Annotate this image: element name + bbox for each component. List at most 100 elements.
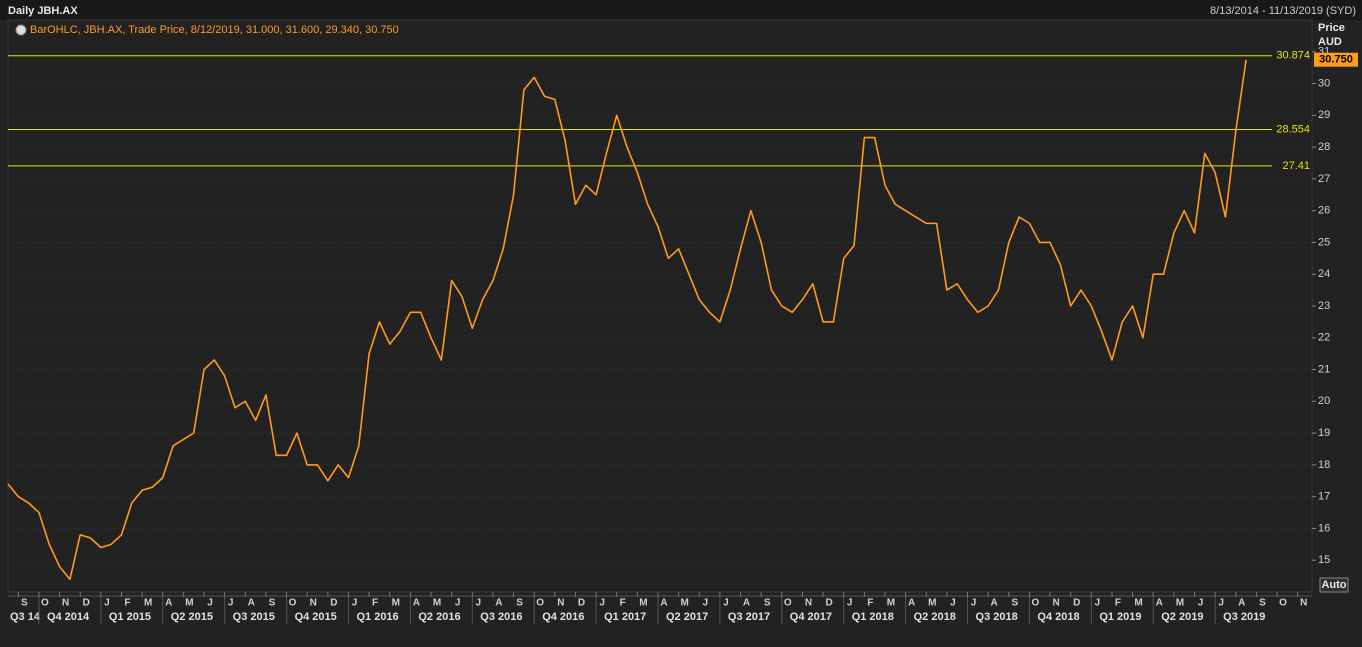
- header-bar: [0, 0, 1362, 20]
- legend-entry: BarOHLC, JBH.AX, Trade Price, 8/12/2019,…: [30, 24, 399, 36]
- x-tick-label: N: [62, 598, 69, 609]
- x-tick-label: N: [1052, 598, 1059, 609]
- x-tick-label: J: [352, 598, 358, 609]
- x-tick-label: D: [83, 598, 90, 609]
- plot: 30.874 28.554 27.41: [7, 49, 1312, 581]
- x-tick-label: A: [743, 598, 750, 609]
- y-axis-label: AUD: [1318, 36, 1342, 48]
- reference-label: 28.554: [1276, 123, 1310, 135]
- x-tick-label: A: [1238, 598, 1245, 609]
- auto-button-label[interactable]: Auto: [1321, 579, 1346, 591]
- quarter-label: Q4 2014: [47, 611, 90, 623]
- y-tick-label: 23: [1318, 300, 1330, 312]
- legend-icon: [15, 24, 27, 36]
- x-tick-label: F: [1115, 598, 1121, 609]
- x-tick-label: M: [433, 598, 441, 609]
- last-price-label: 30.750: [1319, 54, 1353, 66]
- quarter-label: Q4 2017: [790, 611, 832, 623]
- x-tick-label: F: [620, 598, 626, 609]
- quarter-label: Q2 2016: [418, 611, 460, 623]
- quarter-label: Q1 2017: [604, 611, 646, 623]
- x-tick-label: J: [104, 598, 110, 609]
- x-tick-label: N: [1300, 598, 1307, 609]
- y-tick-label: 18: [1318, 459, 1330, 471]
- last-price-box: [1314, 52, 1358, 67]
- y-tick-label: 21: [1318, 363, 1330, 375]
- quarter-label: Q3 2018: [976, 611, 1018, 623]
- x-tick-label: M: [887, 598, 895, 609]
- x-tick-label: D: [330, 598, 337, 609]
- x-tick-label: M: [928, 598, 936, 609]
- x-tick-label: J: [1095, 598, 1101, 609]
- x-tick-label: J: [723, 598, 729, 609]
- x-tick-label: O: [1032, 598, 1040, 609]
- y-tick-label: 26: [1318, 205, 1330, 217]
- x-tick-label: O: [41, 598, 49, 609]
- quarter-label: Q2 2019: [1161, 611, 1203, 623]
- x-tick-label: M: [1176, 598, 1184, 609]
- x-tick-label: O: [1279, 598, 1287, 609]
- x-tick-label: J: [207, 598, 213, 609]
- x-tick-label: A: [908, 598, 915, 609]
- quarter-label: Q3 2017: [728, 611, 770, 623]
- x-tick-label: O: [784, 598, 792, 609]
- y-tick-label: 19: [1318, 427, 1330, 439]
- reference-label: 27.41: [1282, 160, 1310, 172]
- x-tick-label: A: [991, 598, 998, 609]
- reference-label-bg: [1272, 49, 1312, 62]
- x-tick-label: D: [578, 598, 585, 609]
- x-tick-label: D: [1073, 598, 1080, 609]
- x-tick-label: A: [165, 598, 172, 609]
- x-tick-label: J: [228, 598, 234, 609]
- x-tick-label: J: [599, 598, 605, 609]
- x-tick-label: S: [269, 598, 276, 609]
- quarter-label: Q2 2015: [171, 611, 213, 623]
- x-tick-label: M: [1134, 598, 1142, 609]
- price-line: [7, 59, 1247, 581]
- x-tick-label: J: [950, 598, 956, 609]
- x-tick-label: J: [455, 598, 461, 609]
- x-tick-label: J: [847, 598, 853, 609]
- y-tick-label: 20: [1318, 395, 1330, 407]
- x-tick-label: S: [764, 598, 771, 609]
- x-tick-label: N: [557, 598, 564, 609]
- x-tick-label: M: [392, 598, 400, 609]
- y-tick-label: 28: [1318, 141, 1330, 153]
- x-tick-label: M: [680, 598, 688, 609]
- x-tick-label: S: [1011, 598, 1018, 609]
- x-tick-label: S: [21, 598, 28, 609]
- grid: [8, 51, 1312, 561]
- x-tick-label: J: [702, 598, 708, 609]
- reference-label-bg: [1272, 159, 1312, 172]
- x-tick-label: N: [310, 598, 317, 609]
- y-tick-label: 29: [1318, 109, 1330, 121]
- y-axis-label: Price: [1318, 22, 1345, 34]
- x-tick-label: J: [1198, 598, 1204, 609]
- x-tick-label: M: [185, 598, 193, 609]
- x-tick-label: A: [413, 598, 420, 609]
- reference-label-bg: [1272, 123, 1312, 136]
- x-tick-label: F: [372, 598, 378, 609]
- x-tick-label: M: [639, 598, 647, 609]
- x-tick-label: M: [144, 598, 152, 609]
- quarter-label: Q1 2019: [1099, 611, 1141, 623]
- reference-label: 30.874: [1276, 50, 1310, 62]
- y-tick-label: 27: [1318, 173, 1330, 185]
- x-tick-label: N: [805, 598, 812, 609]
- y-tick-label: 30: [1318, 77, 1330, 89]
- x-tick-label: O: [289, 598, 297, 609]
- y-tick-label: 25: [1318, 236, 1330, 248]
- y-tick-label: 15: [1318, 554, 1330, 566]
- auto-button[interactable]: [1319, 577, 1349, 593]
- y-tick-label: 24: [1318, 268, 1330, 280]
- quarter-label: Q1 2018: [852, 611, 894, 623]
- x-tick-label: J: [1218, 598, 1224, 609]
- x-tick-label: A: [495, 598, 502, 609]
- quarter-label: Q4 2018: [1037, 611, 1079, 623]
- quarter-label: Q4 2016: [542, 611, 584, 623]
- quarter-label: Q4 2015: [295, 611, 337, 623]
- quarter-label: Q3 2016: [480, 611, 522, 623]
